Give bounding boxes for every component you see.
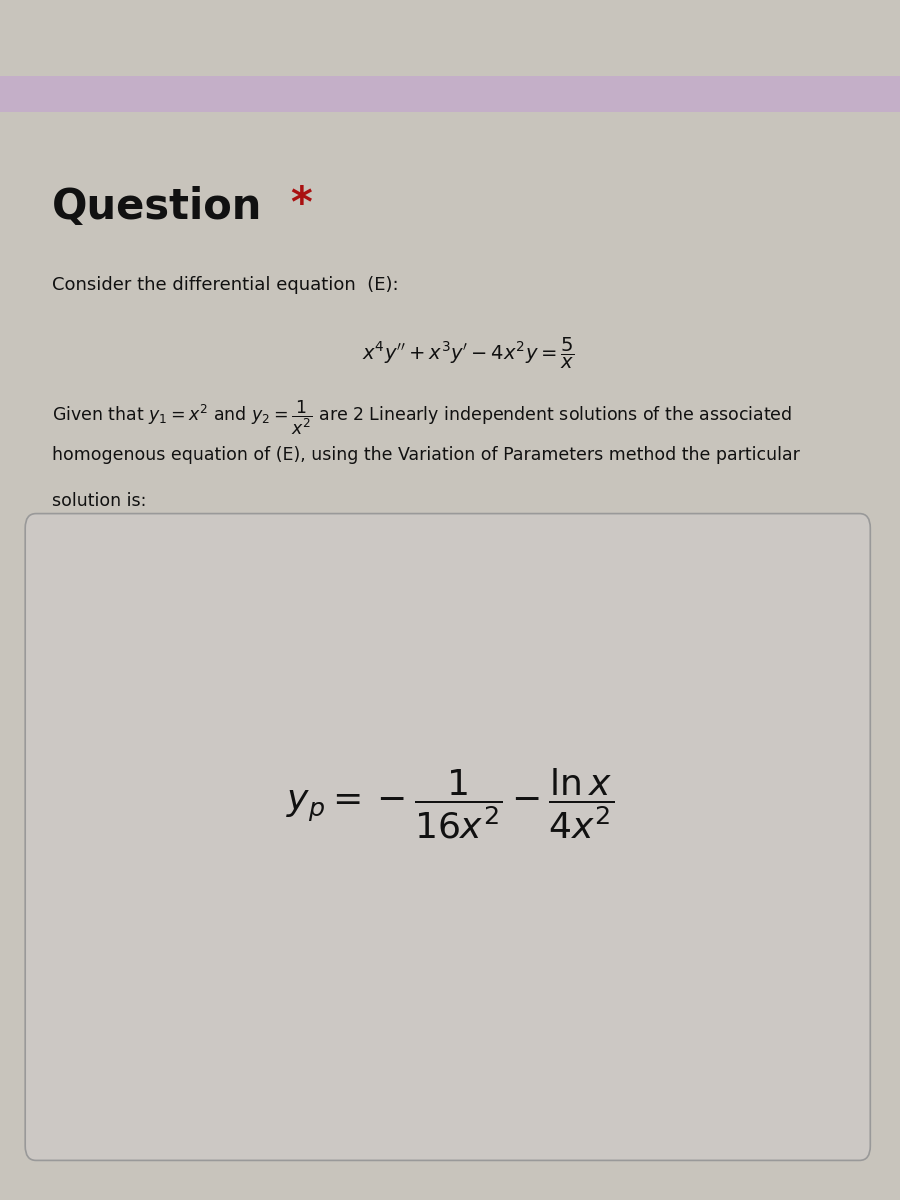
- Text: Given that $y_1 = x^2$ and $y_2 = \dfrac{1}{x^2}$ are 2 Linearly independent sol: Given that $y_1 = x^2$ and $y_2 = \dfrac…: [52, 398, 792, 437]
- Text: Question: Question: [52, 186, 263, 228]
- Text: *: *: [291, 184, 312, 226]
- Text: $x^4y'' + x^3y' - 4x^2y = \dfrac{5}{x}$: $x^4y'' + x^3y' - 4x^2y = \dfrac{5}{x}$: [362, 336, 574, 371]
- Text: $y_p = -\dfrac{1}{16x^2} - \dfrac{\ln x}{4x^2}$: $y_p = -\dfrac{1}{16x^2} - \dfrac{\ln x}…: [286, 767, 614, 841]
- Text: Consider the differential equation  (E):: Consider the differential equation (E):: [52, 276, 399, 294]
- Text: solution is:: solution is:: [52, 492, 147, 510]
- Text: homogenous equation of (E), using the Variation of Parameters method the particu: homogenous equation of (E), using the Va…: [52, 446, 800, 464]
